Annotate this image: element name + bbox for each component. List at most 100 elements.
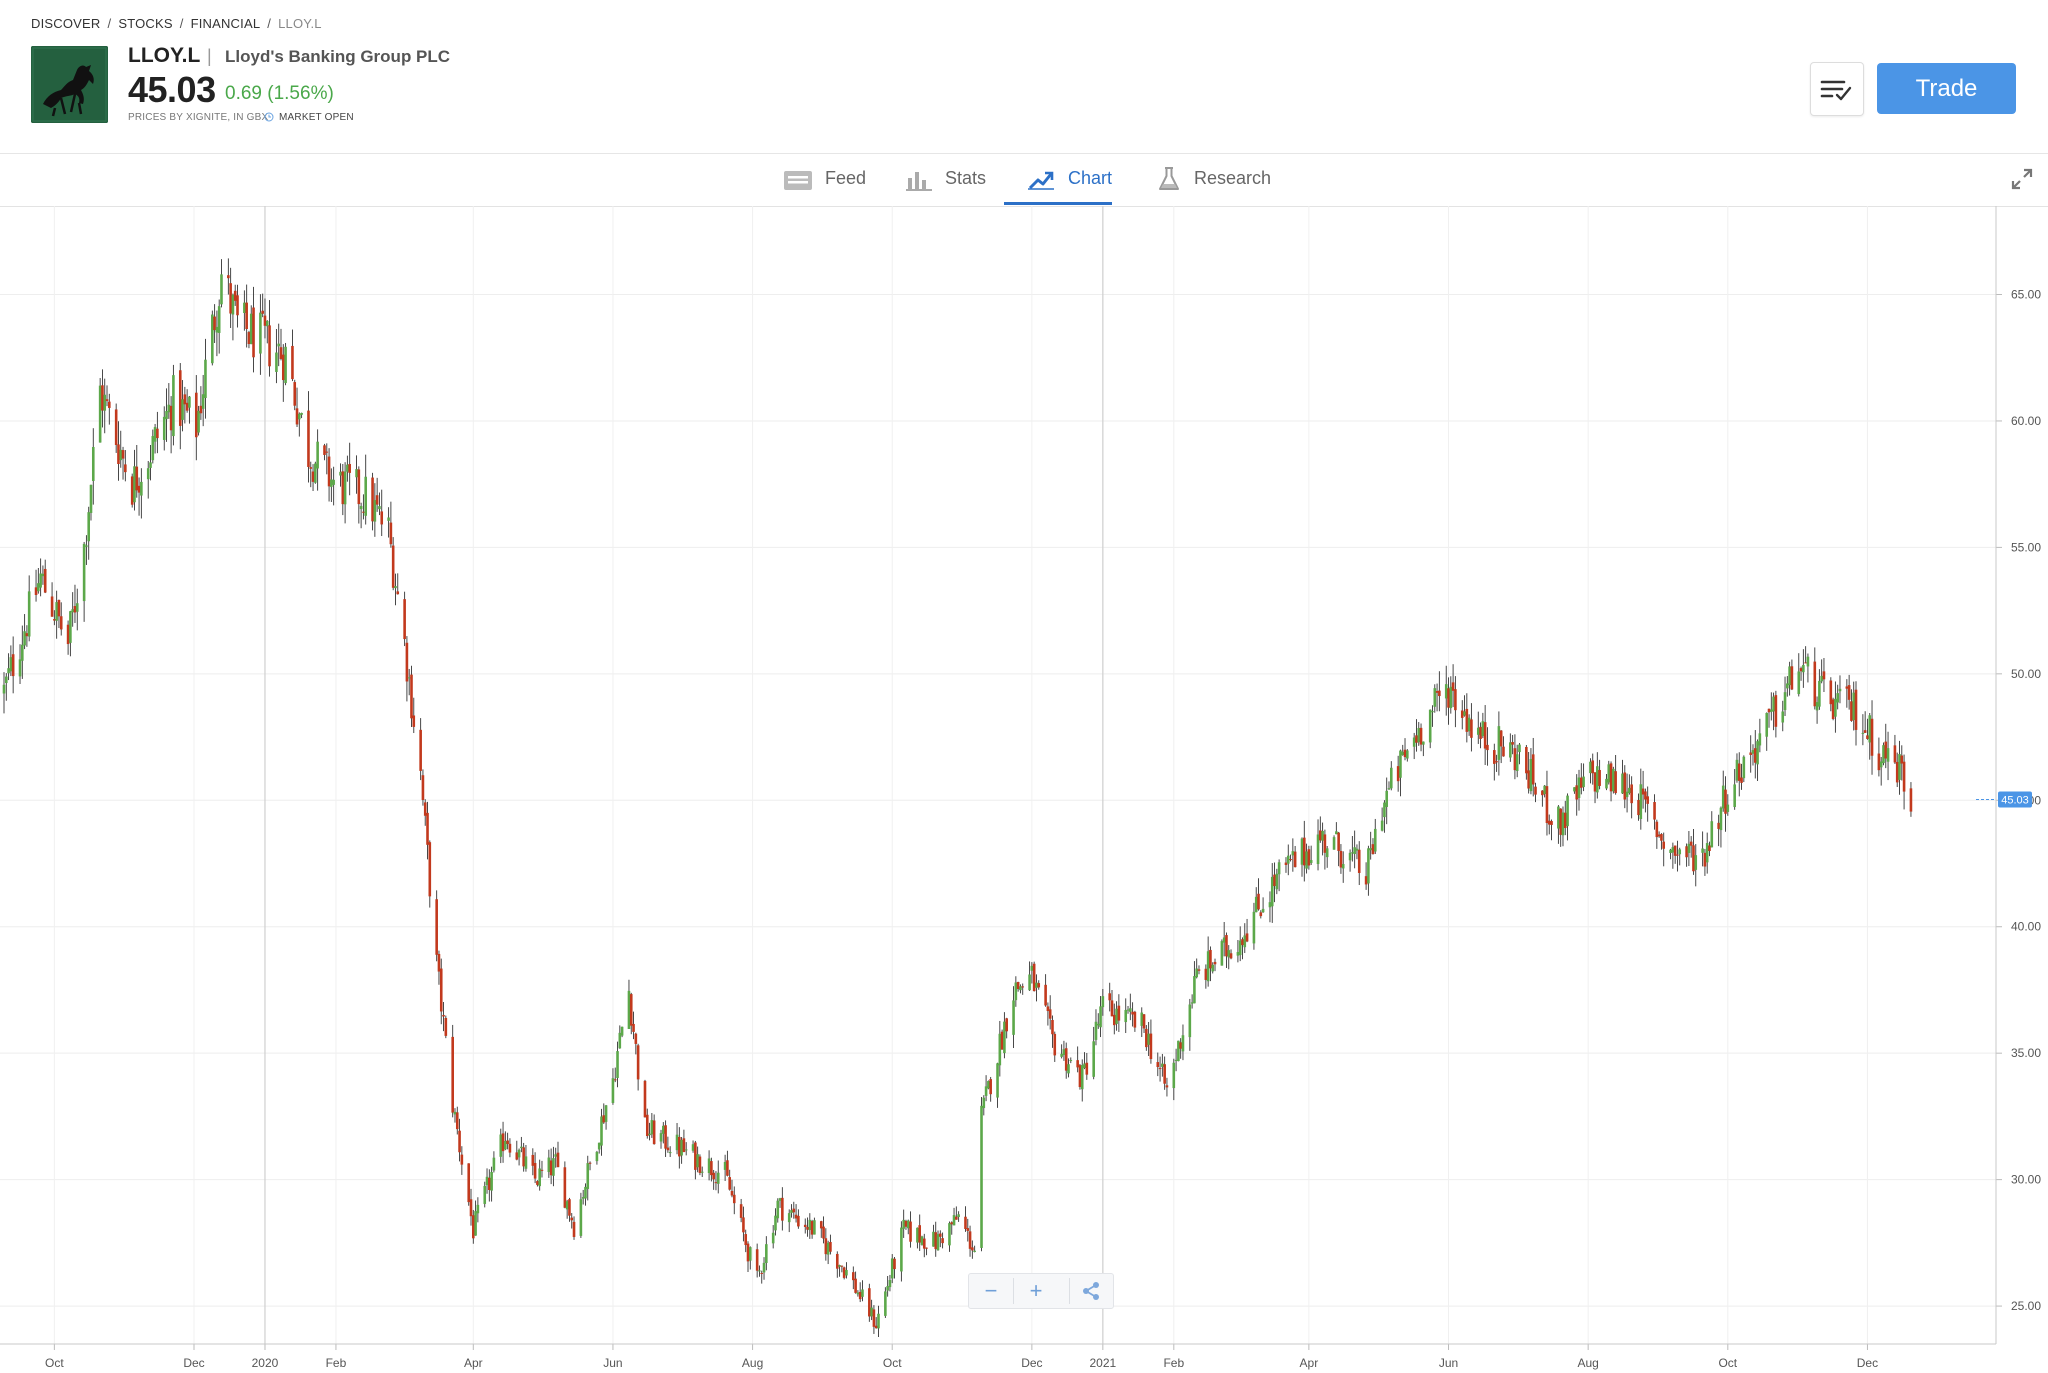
tab-chart[interactable]: Chart <box>1004 154 1112 205</box>
candle <box>902 1209 905 1238</box>
candle <box>501 1121 505 1163</box>
breadcrumb-discover[interactable]: DISCOVER <box>31 16 101 31</box>
candle <box>1740 763 1743 790</box>
candle <box>57 599 61 629</box>
candle <box>760 1270 764 1284</box>
candle <box>1067 1058 1070 1078</box>
candle <box>1788 661 1791 696</box>
candle <box>1419 723 1423 752</box>
candle <box>634 1032 638 1055</box>
candle <box>1449 676 1453 714</box>
candle <box>1765 712 1769 751</box>
candle <box>620 1026 624 1038</box>
share-button[interactable] <box>1069 1274 1113 1308</box>
candle <box>1351 836 1354 862</box>
price-chart[interactable]: 65.0060.0055.0050.0045.0040.0035.0030.00… <box>0 206 2048 1373</box>
candle <box>540 1160 544 1178</box>
black-horse-logo-icon <box>31 46 108 123</box>
breadcrumb-stocks[interactable]: STOCKS <box>118 16 173 31</box>
watchlist-button[interactable] <box>1810 62 1864 116</box>
candle <box>1454 676 1457 728</box>
candle <box>451 1024 454 1118</box>
candle <box>1032 961 1036 992</box>
candle <box>710 1157 713 1182</box>
candle <box>1076 1046 1079 1073</box>
candle <box>1662 832 1666 867</box>
candle <box>922 1233 926 1258</box>
candle <box>162 406 166 451</box>
candle <box>1353 830 1356 869</box>
breadcrumb-financial[interactable]: FINANCIAL <box>190 16 261 31</box>
candle <box>359 502 363 529</box>
candle <box>856 1290 860 1297</box>
candle <box>524 1145 528 1172</box>
candle <box>1181 1024 1185 1061</box>
candle <box>1268 891 1272 923</box>
candle <box>1465 693 1469 743</box>
candle <box>1179 1038 1182 1059</box>
tab-feed[interactable]: Feed <box>781 154 866 205</box>
candle <box>1813 647 1817 710</box>
candle <box>135 444 139 498</box>
candle <box>629 992 633 1035</box>
candle <box>728 1169 731 1191</box>
candle <box>453 1108 457 1123</box>
candle <box>616 1041 619 1088</box>
tab-stats[interactable]: Stats <box>904 154 986 205</box>
candle <box>236 284 239 328</box>
instrument-header: DISCOVER / STOCKS / FINANCIAL / LLOY.L LLOY.L … <box>0 0 2048 154</box>
candle <box>1639 768 1643 830</box>
candle <box>1863 711 1867 733</box>
candle <box>1302 820 1306 882</box>
candle <box>1845 679 1849 708</box>
candle <box>726 1150 729 1177</box>
candle <box>1163 1056 1166 1090</box>
candle <box>119 430 123 468</box>
zoom-in-button[interactable]: + <box>1029 1278 1043 1303</box>
expand-icon[interactable] <box>2010 167 2034 191</box>
current-price: 45.03 <box>128 69 216 110</box>
candle <box>1806 653 1810 683</box>
candle <box>1062 1040 1066 1061</box>
candle <box>570 1213 574 1229</box>
candle <box>130 473 134 508</box>
trade-button[interactable]: Trade <box>1877 63 2016 114</box>
candle <box>1541 790 1544 807</box>
candle <box>1291 838 1295 872</box>
candle <box>1385 777 1389 825</box>
candle <box>1243 923 1247 953</box>
candle <box>1710 811 1714 848</box>
candle <box>140 468 143 519</box>
candle <box>1898 740 1901 795</box>
candle <box>23 614 26 650</box>
candle <box>1273 862 1276 903</box>
candle <box>1641 770 1645 809</box>
candle <box>1083 1052 1086 1070</box>
candle <box>348 442 351 496</box>
candle <box>678 1127 681 1169</box>
candle <box>778 1197 782 1208</box>
candle <box>1625 773 1629 813</box>
candle <box>888 1274 892 1292</box>
candle <box>442 1001 445 1032</box>
candle <box>1190 994 1194 1009</box>
candle <box>1108 982 1112 1012</box>
candle <box>1758 718 1762 753</box>
candle <box>1275 868 1279 895</box>
candle <box>1225 932 1228 969</box>
zoom-out-button[interactable]: − <box>984 1278 998 1303</box>
candle <box>893 1256 896 1279</box>
candle <box>1687 831 1691 867</box>
candle <box>762 1257 766 1280</box>
candle <box>364 454 368 525</box>
candle <box>249 305 253 345</box>
candle <box>124 450 127 482</box>
candle <box>813 1217 816 1235</box>
candle <box>1380 807 1384 832</box>
candle <box>1737 752 1741 797</box>
candle <box>55 590 58 639</box>
candle <box>854 1271 857 1294</box>
tab-research[interactable]: Research <box>1157 154 1271 205</box>
candle <box>1254 887 1258 913</box>
candle <box>419 718 422 781</box>
